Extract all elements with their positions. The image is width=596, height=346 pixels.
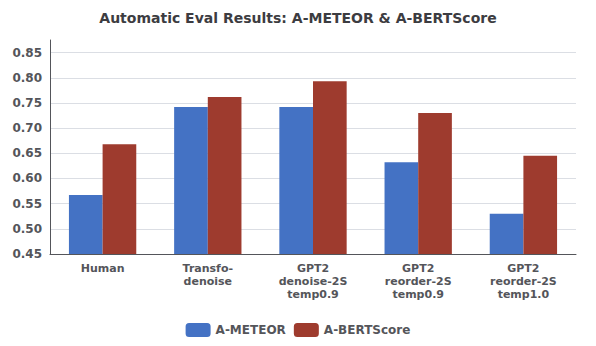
svg-text:Human: Human xyxy=(81,262,125,275)
svg-text:denoise: denoise xyxy=(184,275,233,288)
svg-text:A-METEOR: A-METEOR xyxy=(216,323,286,337)
svg-text:temp0.9: temp0.9 xyxy=(392,288,444,301)
svg-text:0.65: 0.65 xyxy=(12,146,42,160)
svg-text:0.70: 0.70 xyxy=(12,121,42,135)
svg-text:0.50: 0.50 xyxy=(12,222,42,236)
svg-text:Automatic Eval Results: A-METE: Automatic Eval Results: A-METEOR & A-BER… xyxy=(99,10,496,26)
svg-text:GPT2: GPT2 xyxy=(507,262,539,275)
svg-text:temp1.0: temp1.0 xyxy=(498,288,550,301)
svg-text:A-BERTScore: A-BERTScore xyxy=(324,323,411,337)
svg-text:0.75: 0.75 xyxy=(12,96,42,110)
svg-text:denoise-2S: denoise-2S xyxy=(279,275,348,288)
svg-text:0.80: 0.80 xyxy=(12,71,42,85)
svg-text:0.85: 0.85 xyxy=(12,46,42,60)
svg-text:0.55: 0.55 xyxy=(12,197,42,211)
svg-text:GPT2: GPT2 xyxy=(402,262,434,275)
svg-text:0.45: 0.45 xyxy=(12,247,42,261)
svg-text:reorder-2S: reorder-2S xyxy=(490,275,557,288)
svg-text:temp0.9: temp0.9 xyxy=(287,288,339,301)
svg-text:GPT2: GPT2 xyxy=(297,262,329,275)
svg-text:reorder-2S: reorder-2S xyxy=(385,275,452,288)
svg-text:Transfo-: Transfo- xyxy=(183,262,233,275)
svg-text:0.60: 0.60 xyxy=(12,171,42,185)
